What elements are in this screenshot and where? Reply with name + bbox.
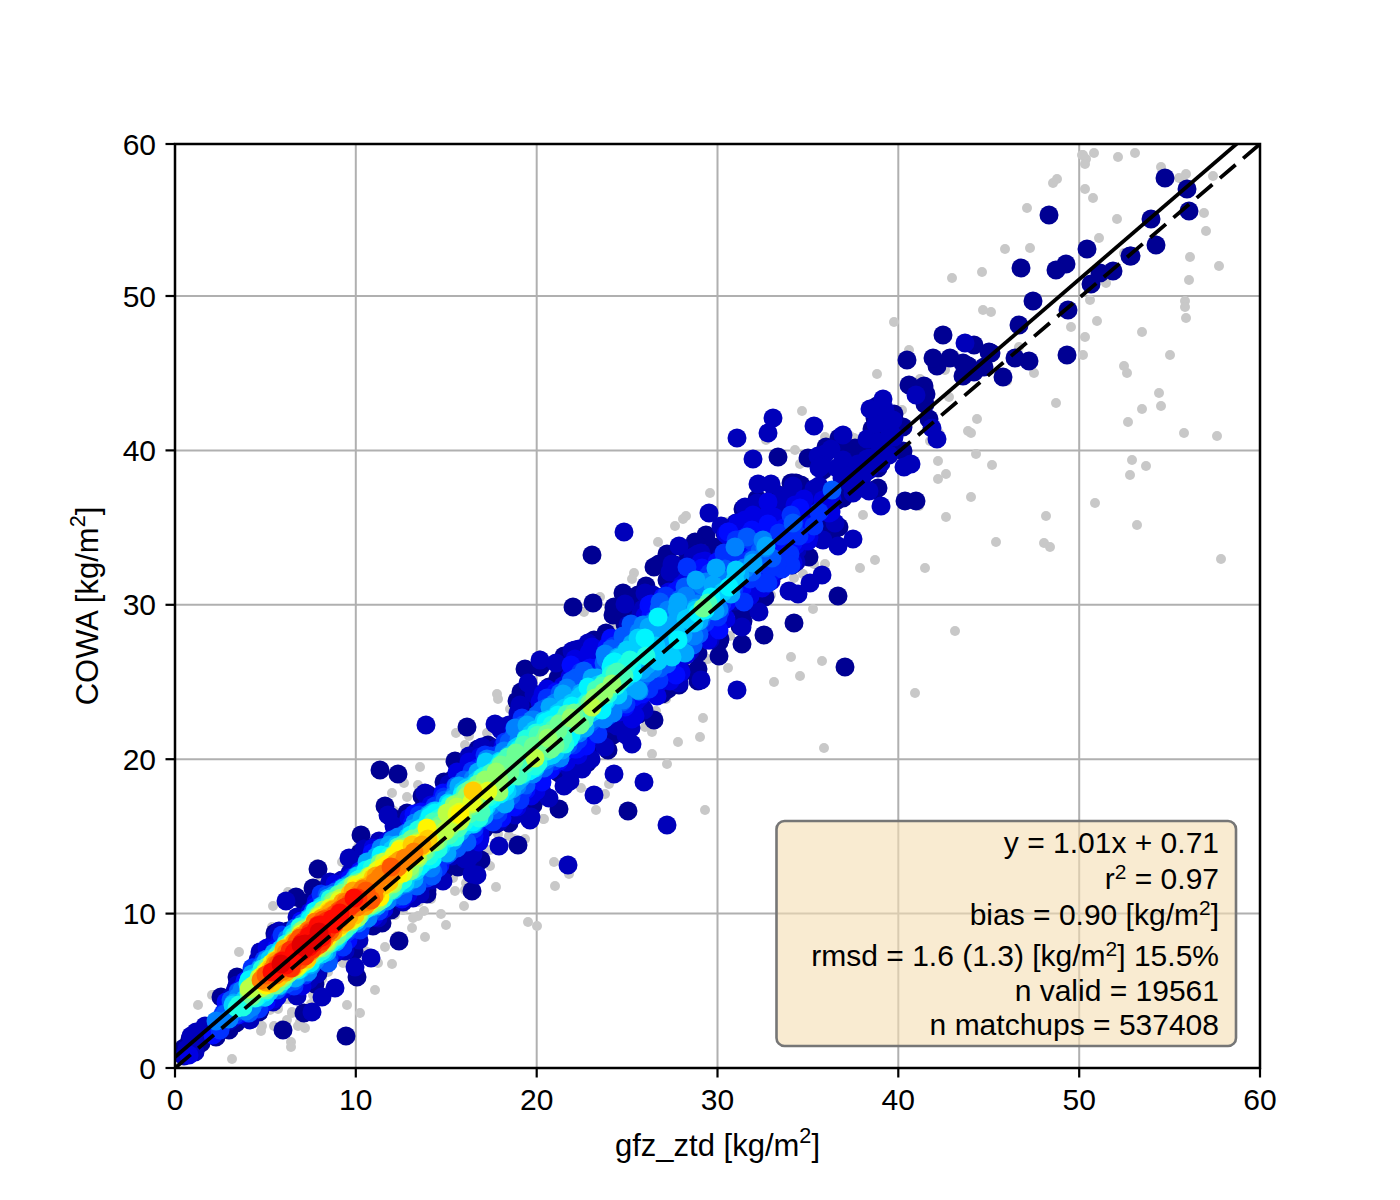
svg-text:60: 60 [1243, 1083, 1276, 1116]
svg-text:y = 1.01x + 0.71: y = 1.01x + 0.71 [1004, 826, 1219, 859]
svg-text:40: 40 [882, 1083, 915, 1116]
svg-text:n valid = 19561: n valid = 19561 [1015, 974, 1219, 1007]
svg-text:50: 50 [123, 280, 156, 313]
svg-text:10: 10 [339, 1083, 372, 1116]
svg-text:0: 0 [167, 1083, 184, 1116]
svg-text:30: 30 [123, 588, 156, 621]
svg-text:40: 40 [123, 434, 156, 467]
svg-text:50: 50 [1063, 1083, 1096, 1116]
svg-text:20: 20 [123, 743, 156, 776]
svg-text:COWA [kg/m2]: COWA [kg/m2] [65, 507, 105, 706]
svg-text:rmsd = 1.6 (1.3) [kg/m2] 15.5%: rmsd = 1.6 (1.3) [kg/m2] 15.5% [811, 937, 1219, 972]
svg-text:60: 60 [123, 128, 156, 161]
svg-text:n matchups = 537408: n matchups = 537408 [930, 1008, 1219, 1041]
svg-text:gfz_ztd [kg/m2]: gfz_ztd [kg/m2] [615, 1123, 820, 1163]
svg-text:20: 20 [520, 1083, 553, 1116]
svg-text:10: 10 [123, 897, 156, 930]
svg-text:30: 30 [701, 1083, 734, 1116]
svg-text:0: 0 [139, 1052, 156, 1085]
svg-text:bias = 0.90 [kg/m2]: bias = 0.90 [kg/m2] [970, 896, 1219, 931]
